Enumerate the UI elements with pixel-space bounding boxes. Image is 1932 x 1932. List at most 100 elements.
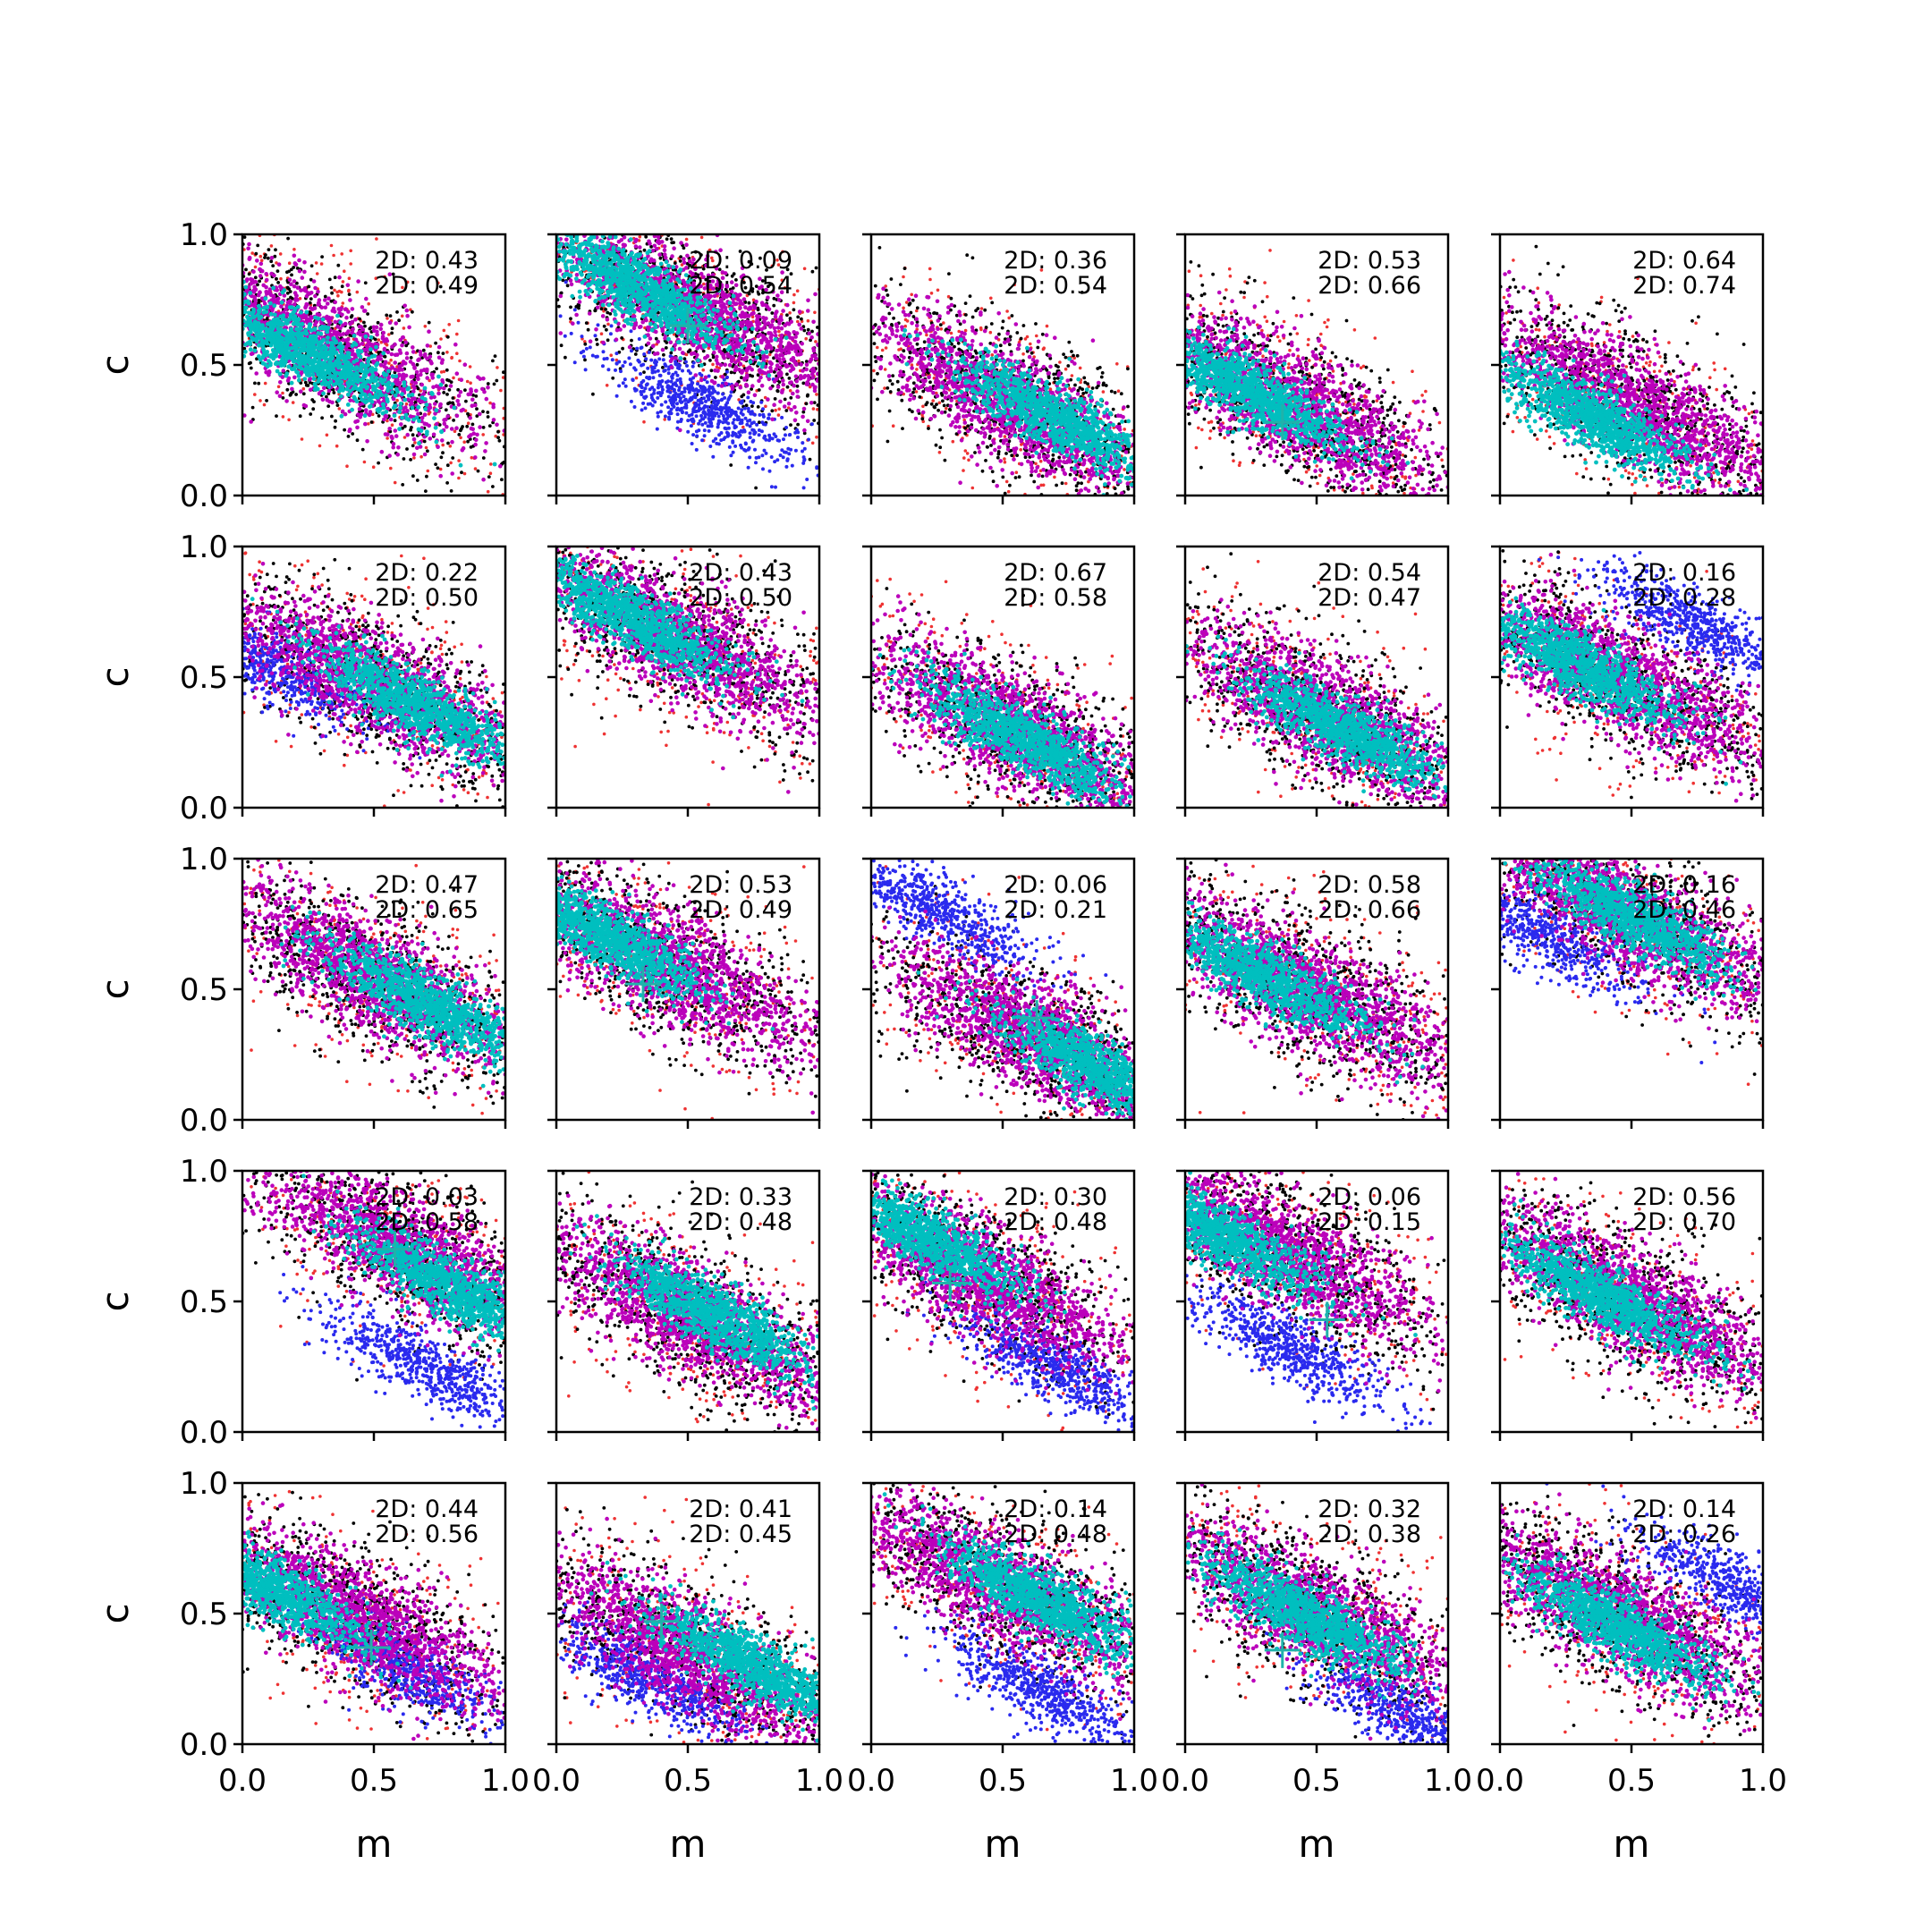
black-series-point xyxy=(286,237,290,241)
black-series-point xyxy=(805,360,809,363)
black-series-point xyxy=(358,318,361,321)
red-series-point xyxy=(487,490,490,494)
red-series-point xyxy=(389,467,393,470)
magenta-series-point xyxy=(338,326,343,331)
black-series-point xyxy=(366,312,369,316)
red-series-point xyxy=(315,261,318,265)
magenta-series-point xyxy=(445,414,450,419)
cyan-series-point xyxy=(360,377,365,382)
magenta-series-point xyxy=(282,369,286,373)
blue-series-point xyxy=(619,369,623,373)
magenta-series-point xyxy=(455,371,460,376)
black-series-point xyxy=(267,257,270,260)
red-series-point xyxy=(402,326,406,330)
magenta-series-point xyxy=(411,384,416,388)
magenta-series-point xyxy=(386,351,391,355)
black-series-point xyxy=(423,440,427,444)
blue-series-point xyxy=(657,386,660,389)
black-series-point xyxy=(276,281,280,284)
black-series-point xyxy=(389,314,393,318)
cyan-series-point xyxy=(301,347,305,352)
blue-series-point xyxy=(665,380,668,384)
red-series-point xyxy=(700,236,704,240)
cyan-series-point xyxy=(304,310,309,315)
blue-series-point xyxy=(570,332,573,335)
black-series-point xyxy=(450,489,453,493)
magenta-series-point xyxy=(250,303,255,308)
red-series-point xyxy=(386,419,389,423)
blue-series-point xyxy=(690,424,693,428)
magenta-series-point xyxy=(486,386,490,390)
blue-series-point xyxy=(729,453,733,457)
red-series-point xyxy=(391,423,394,427)
cyan-series-point xyxy=(300,358,304,362)
cyan-series-point xyxy=(345,387,350,392)
cyan-series-point xyxy=(289,327,293,332)
blue-series-point xyxy=(784,451,788,454)
black-series-point xyxy=(324,295,327,299)
cyan-series-point xyxy=(269,312,274,317)
cyan-series-point xyxy=(279,327,284,332)
cyan-series-point xyxy=(258,332,262,336)
blue-series-point xyxy=(747,448,750,452)
red-series-point xyxy=(375,237,378,241)
red-series-point xyxy=(439,337,443,341)
magenta-series-point xyxy=(381,335,386,339)
red-series-point xyxy=(701,369,705,372)
blue-series-point xyxy=(710,386,714,390)
red-series-point xyxy=(807,319,810,323)
magenta-series-point xyxy=(400,343,404,348)
blue-series-point xyxy=(770,485,774,488)
magenta-series-point xyxy=(397,383,402,387)
black-series-point xyxy=(475,407,479,411)
blue-series-point xyxy=(674,360,677,363)
red-series-point xyxy=(270,244,274,248)
black-series-point xyxy=(351,314,354,318)
cyan-series-point xyxy=(243,343,248,347)
black-series-point xyxy=(426,449,429,453)
magenta-series-point xyxy=(353,419,358,424)
magenta-series-point xyxy=(411,350,416,354)
magenta-series-point xyxy=(394,434,399,438)
magenta-series-point xyxy=(453,343,458,347)
blue-series-point xyxy=(700,393,704,396)
black-series-point xyxy=(285,270,289,274)
black-series-point xyxy=(248,362,251,366)
cyan-series-point xyxy=(384,382,388,386)
magenta-series-point xyxy=(492,418,496,422)
cyan-series-point xyxy=(243,300,248,304)
cyan-series-point xyxy=(377,410,381,414)
black-series-point xyxy=(304,381,308,385)
red-series-point xyxy=(449,445,453,448)
black-series-point xyxy=(770,409,774,412)
magenta-series-point xyxy=(317,302,321,307)
blue-series-point xyxy=(725,376,729,379)
blue-series-point xyxy=(710,407,714,411)
blue-series-point xyxy=(794,449,798,453)
magenta-series-point xyxy=(394,428,398,433)
magenta-series-point xyxy=(286,378,291,383)
black-series-point xyxy=(276,269,280,273)
cyan-series-point xyxy=(283,354,287,359)
black-series-point xyxy=(356,438,360,442)
cyan-series-point xyxy=(432,416,436,420)
red-series-point xyxy=(455,352,459,355)
cyan-series-point xyxy=(327,385,332,389)
red-series-point xyxy=(401,315,404,318)
blue-series-point xyxy=(706,380,709,384)
black-series-point xyxy=(446,335,450,339)
black-series-point xyxy=(477,470,480,473)
blue-series-point xyxy=(727,434,731,437)
magenta-series-point xyxy=(442,418,446,422)
magenta-series-point xyxy=(387,453,392,458)
blue-series-point xyxy=(782,437,785,441)
blue-series-point xyxy=(755,456,758,460)
cyan-series-point xyxy=(402,384,407,388)
magenta-series-point xyxy=(387,427,392,431)
magenta-series-point xyxy=(478,412,482,417)
cyan-series-point xyxy=(266,328,270,333)
blue-series-point xyxy=(687,384,691,387)
cyan-series-point xyxy=(299,310,303,315)
cyan-series-point xyxy=(417,441,421,445)
blue-series-point xyxy=(796,436,800,439)
